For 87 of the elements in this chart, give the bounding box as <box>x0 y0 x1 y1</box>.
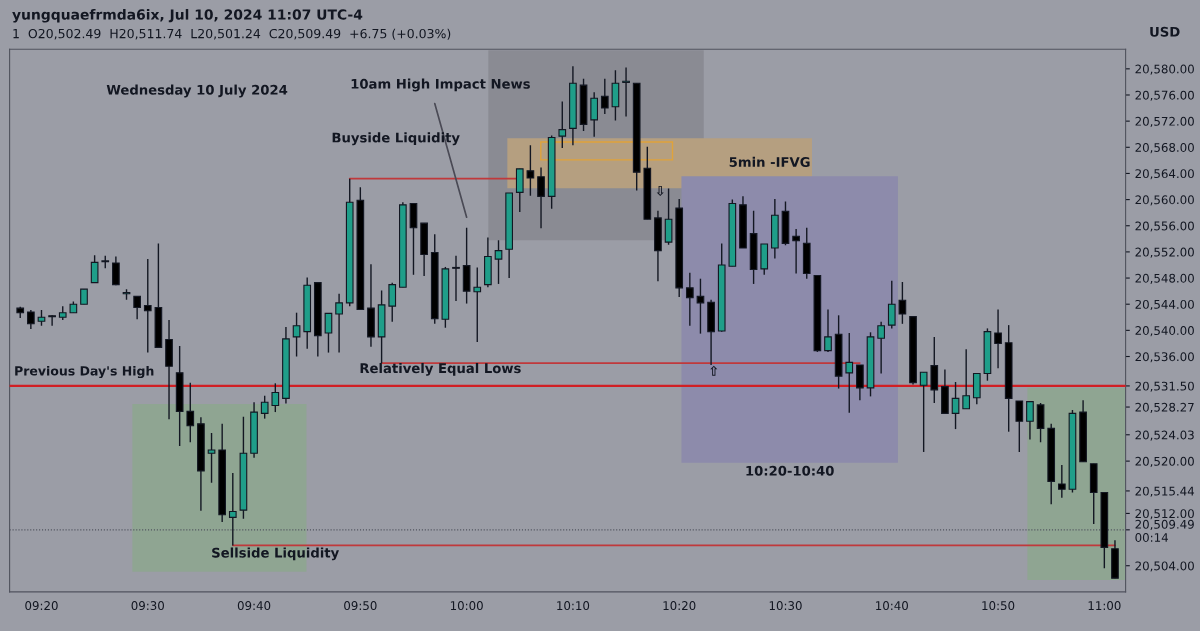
candlestick <box>112 255 120 286</box>
candlestick <box>1015 400 1024 453</box>
annotation: ⇧ <box>710 365 718 376</box>
y-tick-label: 20,531.50 <box>1135 381 1194 392</box>
candlestick <box>664 187 673 246</box>
x-tick-label: 09:20 <box>25 601 58 611</box>
candlestick <box>271 382 280 413</box>
candlestick <box>537 166 545 230</box>
candlestick <box>685 272 694 327</box>
y-tick-label: 20,520.00 <box>1135 456 1194 467</box>
y-tick-label: 20,552.00 <box>1135 247 1194 258</box>
candlestick <box>611 69 620 122</box>
candlestick <box>90 254 99 284</box>
y-tick-label: 20,556.00 <box>1135 221 1194 232</box>
candlestick <box>856 364 864 402</box>
candlestick <box>1057 464 1066 499</box>
y-tick-label: 20,560.00 <box>1135 195 1194 206</box>
annotation: ⇩ <box>656 185 664 196</box>
y-tick-label: 20,524.03 <box>1135 430 1194 441</box>
candlestick <box>590 91 599 138</box>
candlestick <box>898 281 907 325</box>
x-tick-label: 11:00 <box>1088 601 1121 611</box>
candlestick <box>600 77 609 115</box>
chart-subtitle: 1 O20,502.49 H20,511.74 L20,501.24 C20,509.49 +6.75 (+0.03%) <box>13 28 451 40</box>
x-tick-label: 10:30 <box>769 601 802 611</box>
candlestick <box>1036 402 1045 443</box>
annotation: Relatively Equal Lows <box>360 362 521 376</box>
chart-title: yungquaefrmda6ix, Jul 10, 2024 11:07 UTC-4 <box>12 9 363 23</box>
candlestick <box>186 381 195 443</box>
candlestick <box>48 314 56 327</box>
y-tick-label: 20,540.00 <box>1135 326 1194 337</box>
y-tick-label: 20,509.49 00:14 <box>1135 519 1194 542</box>
candlestick <box>792 228 800 275</box>
candlestick <box>845 332 854 414</box>
x-tick-label: 09:50 <box>344 601 377 611</box>
candlestick <box>473 266 482 343</box>
x-tick-label: 09:30 <box>131 601 164 611</box>
candlestick <box>877 321 885 375</box>
annotation: 10:20-10:40 <box>746 465 834 476</box>
candlestick <box>143 258 152 354</box>
y-tick-label: 20,576.00 <box>1135 90 1194 101</box>
y-tick-label: 20,536.00 <box>1135 352 1194 363</box>
candlestick <box>558 100 567 149</box>
y-tick-label: 20,564.00 <box>1135 169 1194 180</box>
candlestick <box>919 371 928 453</box>
candlestick <box>994 308 1002 369</box>
candlestick <box>887 279 896 330</box>
x-tick-label: 10:00 <box>450 601 483 611</box>
candlestick <box>133 295 141 320</box>
candlestick <box>951 381 960 430</box>
candlestick <box>324 312 333 354</box>
annotation: 10am High Impact News <box>351 78 530 92</box>
y-tick-label: 20,548.00 <box>1135 273 1194 284</box>
candlestick <box>292 312 301 358</box>
candlestick <box>452 255 460 302</box>
candlestick <box>228 472 237 547</box>
y-tick-label: 20,544.00 <box>1135 299 1194 311</box>
candlestick <box>388 281 397 323</box>
x-tick-label: 09:40 <box>237 601 271 611</box>
y-tick-label: 20,572.00 <box>1135 116 1194 127</box>
candlestick <box>526 144 535 197</box>
y-tick-label: 20,568.00 <box>1135 143 1194 154</box>
x-tick-label: 10:10 <box>557 601 590 611</box>
ref-line-label: Previous Day's High <box>15 365 154 379</box>
y-tick-label: 20,580.00 <box>1135 64 1194 75</box>
x-tick-label: 10:20 <box>663 601 696 611</box>
text: USD <box>1150 26 1180 37</box>
candlestick <box>515 168 524 213</box>
candlestick <box>207 432 216 484</box>
y-tick-label: 20,515.44 <box>1135 486 1195 497</box>
annotation: Sellside Liquidity <box>212 547 339 561</box>
annotation: Wednesday 10 July 2024 <box>106 84 288 98</box>
candlestick <box>1026 400 1034 441</box>
annotation: 5min -IFVG <box>729 156 810 168</box>
candlestick <box>260 395 269 420</box>
candlestick <box>824 308 832 353</box>
y-tick-label: 20,504.00 <box>1135 561 1194 572</box>
candlestick <box>622 66 630 118</box>
candlestick <box>494 239 503 285</box>
x-tick-label: 10:40 <box>876 601 908 611</box>
x-tick-label: 10:50 <box>982 601 1015 611</box>
y-tick-label: 20,528.27 <box>1135 402 1194 413</box>
candlestick <box>696 278 705 335</box>
candlestick <box>962 348 971 410</box>
candlestick <box>335 293 343 354</box>
y-tick-label: 20,512.00 <box>1135 509 1194 520</box>
candlestick <box>27 309 35 330</box>
